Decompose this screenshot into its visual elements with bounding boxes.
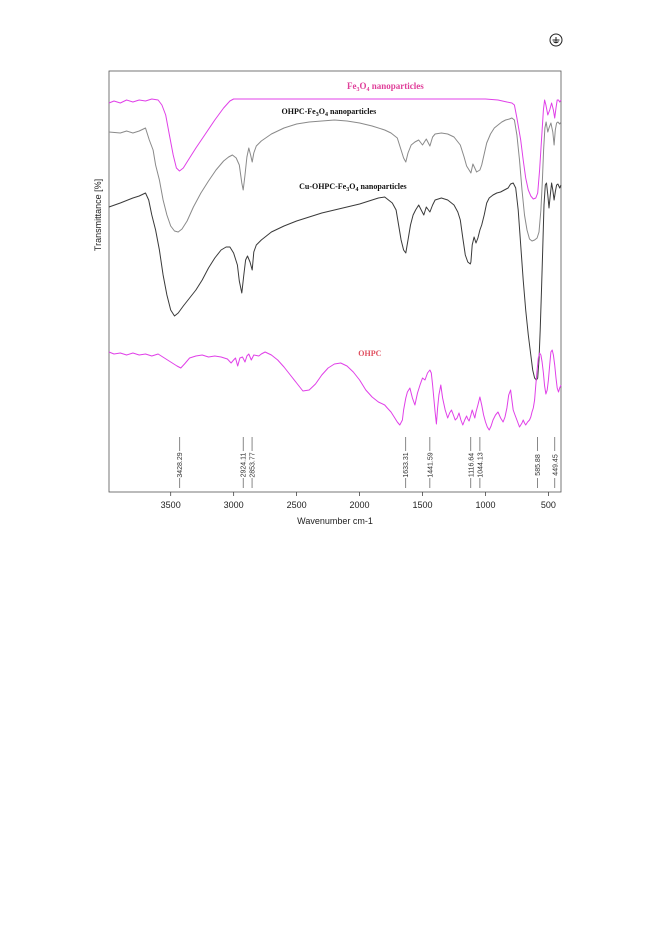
spectra-series: [108, 98, 562, 431]
plot-frame: [108, 70, 562, 493]
series-label-2: OHPC-Fe3O4 nanoparticles: [282, 107, 377, 118]
series-label-4: OHPC: [358, 349, 381, 358]
x-axis-title: Wavenumber cm-1: [297, 516, 373, 526]
circled-arrow-icon: [549, 33, 563, 47]
x-tick-label: 3500: [161, 500, 181, 510]
peak-label: 3428.29: [177, 452, 184, 477]
y-axis-title: Transmittance [%]: [93, 179, 103, 251]
peak-label: 2853.77: [250, 452, 257, 477]
peak-label: 585.88: [535, 454, 542, 476]
series-line-1: [108, 98, 562, 200]
peak-markers: 3428.29 2924.11 2853.77 1633.31 1441.59 1116.…: [177, 437, 559, 488]
peak-label: 1044.13: [477, 452, 484, 477]
x-axis-ticks: 3500 3000 2500 2000 1500 1000 500: [161, 492, 556, 510]
peak-label: 1441.59: [427, 452, 434, 477]
x-tick-label: 1500: [412, 500, 432, 510]
x-tick-label: 500: [541, 500, 556, 510]
x-tick-label: 3000: [224, 500, 244, 510]
series-label-3: Cu-OHPC-Fe3O4 nanoparticles: [299, 182, 407, 193]
peak-label: 1633.31: [403, 452, 410, 477]
peak-label: 1116.64: [468, 453, 475, 477]
x-tick-label: 2000: [350, 500, 370, 510]
series-label-1: Fe3O4 nanoparticles: [347, 81, 424, 93]
series-labels: Fe3O4 nanoparticles OHPC-Fe3O4 nanopartic…: [282, 81, 425, 358]
peak-label: 2924.11: [241, 453, 248, 478]
x-tick-label: 1000: [475, 500, 495, 510]
series-line-4: [108, 349, 562, 431]
series-line-3: [108, 182, 562, 381]
series-line-2: [108, 117, 562, 242]
peak-label: 449.45: [552, 454, 559, 476]
x-tick-label: 2500: [287, 500, 307, 510]
